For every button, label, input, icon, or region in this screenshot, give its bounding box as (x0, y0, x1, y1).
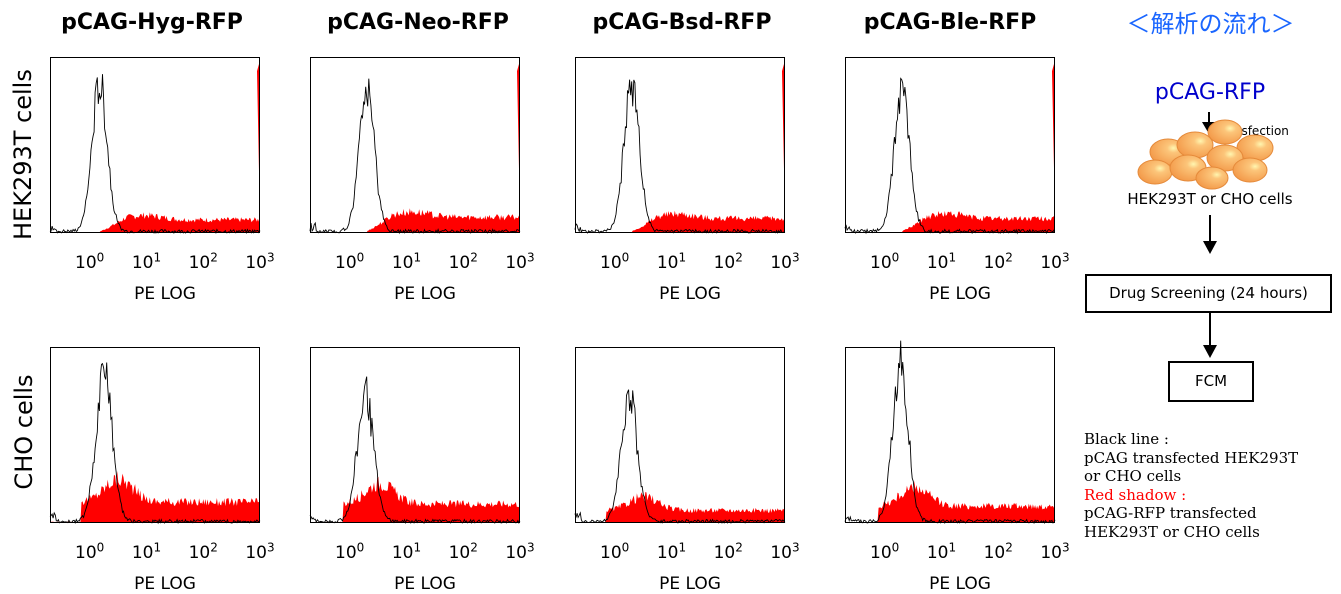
x-tick-label: 102 (983, 250, 1013, 273)
x-axis-label: PE LOG (659, 284, 721, 304)
x-tick-label: 101 (131, 250, 162, 273)
x-tick-label: 101 (926, 540, 957, 563)
x-tick-label: 103 (505, 540, 535, 563)
legend-red-desc-2: HEK293T or CHO cells (1084, 522, 1260, 541)
x-tick-label: 103 (245, 540, 275, 563)
cells-label: HEK293T or CHO cells (1127, 190, 1293, 208)
x-tick-label: 101 (391, 250, 422, 273)
legend: Black line : pCAG transfected HEK293T or… (1084, 430, 1341, 541)
legend-black-desc-2: or CHO cells (1084, 467, 1182, 485)
histogram-panel (844, 57, 1056, 235)
fcm-box: FCM (1168, 361, 1254, 402)
histogram-panel (49, 57, 261, 235)
drug-screening-box: Drug Screening (24 hours) (1085, 274, 1332, 313)
histogram-panel (844, 340, 1056, 525)
x-tick-label: 101 (131, 540, 162, 563)
red-shadow-area (50, 470, 260, 523)
x-tick-label: 103 (770, 250, 800, 273)
black-line-histogram (309, 376, 521, 525)
column-title-hyg: pCAG-Hyg-RFP (61, 10, 243, 35)
x-tick-label: 103 (1040, 540, 1070, 563)
x-tick-label: 103 (770, 540, 800, 563)
x-tick-label: 100 (870, 250, 900, 273)
x-tick-label: 100 (600, 540, 630, 563)
column-title-neo: pCAG-Neo-RFP (327, 10, 509, 35)
x-tick-label: 102 (713, 540, 743, 563)
red-shadow-area (575, 492, 785, 523)
legend-black-title: Black line : (1084, 430, 1169, 448)
x-tick-label: 101 (391, 540, 422, 563)
row-label-hek293t: HEK293T cells (9, 69, 37, 240)
histogram-panel (49, 347, 261, 525)
black-line-histogram (844, 77, 1056, 235)
x-axis-label: PE LOG (929, 574, 991, 594)
flow-title: ＜解析の流れ＞ (1126, 10, 1295, 38)
x-tick-label: 103 (505, 250, 535, 273)
x-axis-label: PE LOG (394, 574, 456, 594)
x-tick-label: 101 (926, 250, 957, 273)
red-shadow-area (50, 60, 260, 233)
legend-red-desc-1: pCAG-RFP transfected (1084, 504, 1257, 522)
x-tick-label: 102 (188, 250, 218, 273)
x-tick-label: 100 (600, 250, 630, 273)
red-shadow-area (575, 60, 785, 233)
x-tick-label: 100 (870, 540, 900, 563)
transfection-label: Transfection (1216, 124, 1289, 138)
histogram-panel (309, 347, 521, 525)
plot-frame (845, 57, 1055, 233)
x-tick-label: 102 (448, 540, 478, 563)
x-axis-label: PE LOG (134, 284, 196, 304)
row-label-cho: CHO cells (10, 374, 38, 490)
x-tick-label: 100 (75, 540, 105, 563)
black-line-histogram (49, 362, 261, 525)
column-title-ble: pCAG-Ble-RFP (863, 10, 1037, 35)
black-line-histogram (574, 79, 786, 234)
x-tick-label: 102 (188, 540, 218, 563)
red-shadow-area (845, 480, 1055, 523)
x-tick-label: 101 (656, 250, 687, 273)
plot-frame (845, 347, 1055, 523)
plot-frame (310, 57, 520, 233)
red-shadow-area (845, 60, 1055, 233)
red-shadow-area (310, 60, 520, 233)
x-tick-label: 101 (656, 540, 687, 563)
plot-frame (50, 347, 260, 523)
legend-red-title: Red shadow : (1084, 485, 1187, 504)
x-tick-label: 100 (335, 250, 365, 273)
plot-frame (310, 347, 520, 523)
x-tick-label: 102 (448, 250, 478, 273)
x-axis-label: PE LOG (929, 284, 991, 304)
black-line-histogram (309, 78, 521, 235)
x-tick-label: 103 (245, 250, 275, 273)
x-tick-label: 100 (75, 250, 105, 273)
x-axis-label: PE LOG (394, 284, 456, 304)
column-title-bsd: pCAG-Bsd-RFP (592, 10, 772, 35)
plot-frame (575, 347, 785, 523)
x-tick-label: 103 (1040, 250, 1070, 273)
legend-black-desc-1: pCAG transfected HEK293T (1084, 448, 1299, 467)
x-axis-label: PE LOG (659, 574, 721, 594)
histogram-panel (574, 57, 786, 234)
x-axis-label: PE LOG (134, 574, 196, 594)
x-tick-label: 100 (335, 540, 365, 563)
plot-frame (50, 57, 260, 233)
arrowhead-transfection (1202, 122, 1216, 134)
plot-frame (575, 57, 785, 233)
x-tick-label: 102 (713, 250, 743, 273)
black-line-histogram (49, 74, 261, 235)
arrowhead-to-fcm (1203, 345, 1217, 358)
plasmid-label: pCAG-RFP (1154, 80, 1266, 105)
black-line-histogram (844, 340, 1056, 525)
black-line-histogram (574, 389, 786, 524)
histogram-panel (574, 347, 786, 524)
arrowhead-to-screening (1203, 241, 1217, 254)
x-tick-label: 102 (983, 540, 1013, 563)
red-shadow-area (310, 476, 520, 523)
histogram-panel (309, 57, 521, 235)
